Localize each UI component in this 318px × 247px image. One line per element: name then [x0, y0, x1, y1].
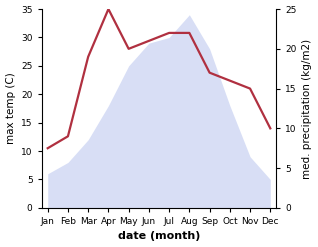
Y-axis label: max temp (C): max temp (C)	[5, 73, 16, 144]
X-axis label: date (month): date (month)	[118, 231, 200, 242]
Y-axis label: med. precipitation (kg/m2): med. precipitation (kg/m2)	[302, 38, 313, 179]
